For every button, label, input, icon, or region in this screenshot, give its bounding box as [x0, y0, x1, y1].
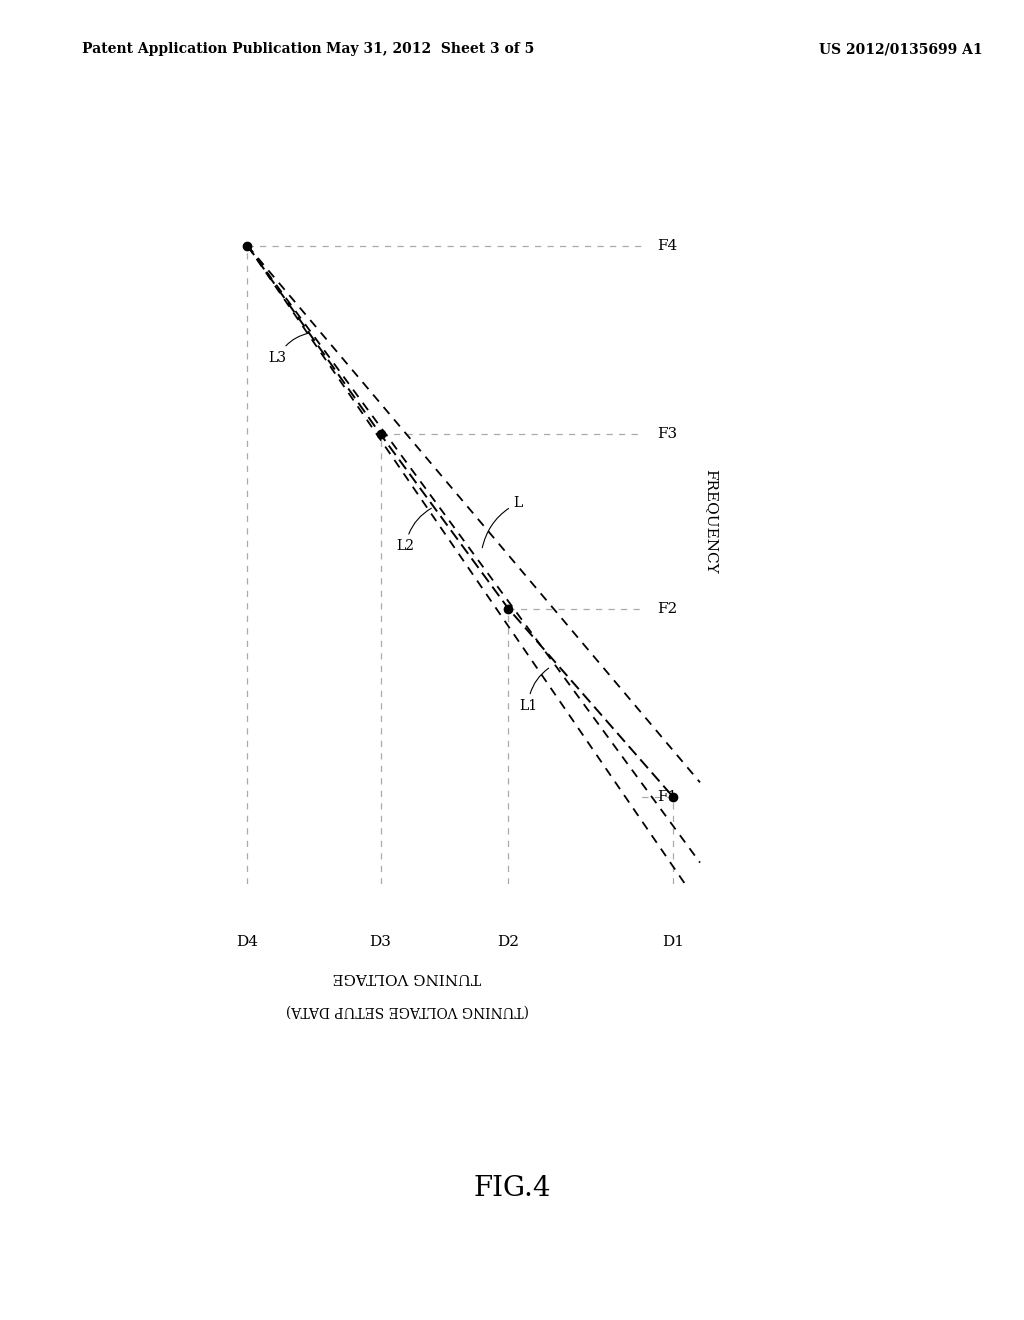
Text: F2: F2: [657, 602, 678, 615]
Text: TUNING VOLTAGE: TUNING VOLTAGE: [333, 970, 481, 985]
Text: D2: D2: [498, 935, 519, 949]
Text: Patent Application Publication: Patent Application Publication: [82, 42, 322, 57]
Text: F4: F4: [657, 239, 678, 252]
Text: FIG.4: FIG.4: [473, 1175, 551, 1201]
Text: D4: D4: [237, 935, 258, 949]
Text: L2: L2: [396, 508, 431, 553]
Text: D1: D1: [663, 935, 684, 949]
Text: (TUNING VOLTAGE SETUP DATA): (TUNING VOLTAGE SETUP DATA): [286, 1003, 528, 1018]
Text: L1: L1: [519, 668, 549, 713]
Text: D3: D3: [370, 935, 391, 949]
Text: May 31, 2012  Sheet 3 of 5: May 31, 2012 Sheet 3 of 5: [326, 42, 535, 57]
Text: US 2012/0135699 A1: US 2012/0135699 A1: [819, 42, 983, 57]
Text: L3: L3: [268, 333, 308, 364]
Text: F3: F3: [657, 428, 678, 441]
Text: L: L: [482, 496, 523, 548]
Text: FREQUENCY: FREQUENCY: [703, 469, 718, 574]
Text: F1: F1: [657, 791, 678, 804]
